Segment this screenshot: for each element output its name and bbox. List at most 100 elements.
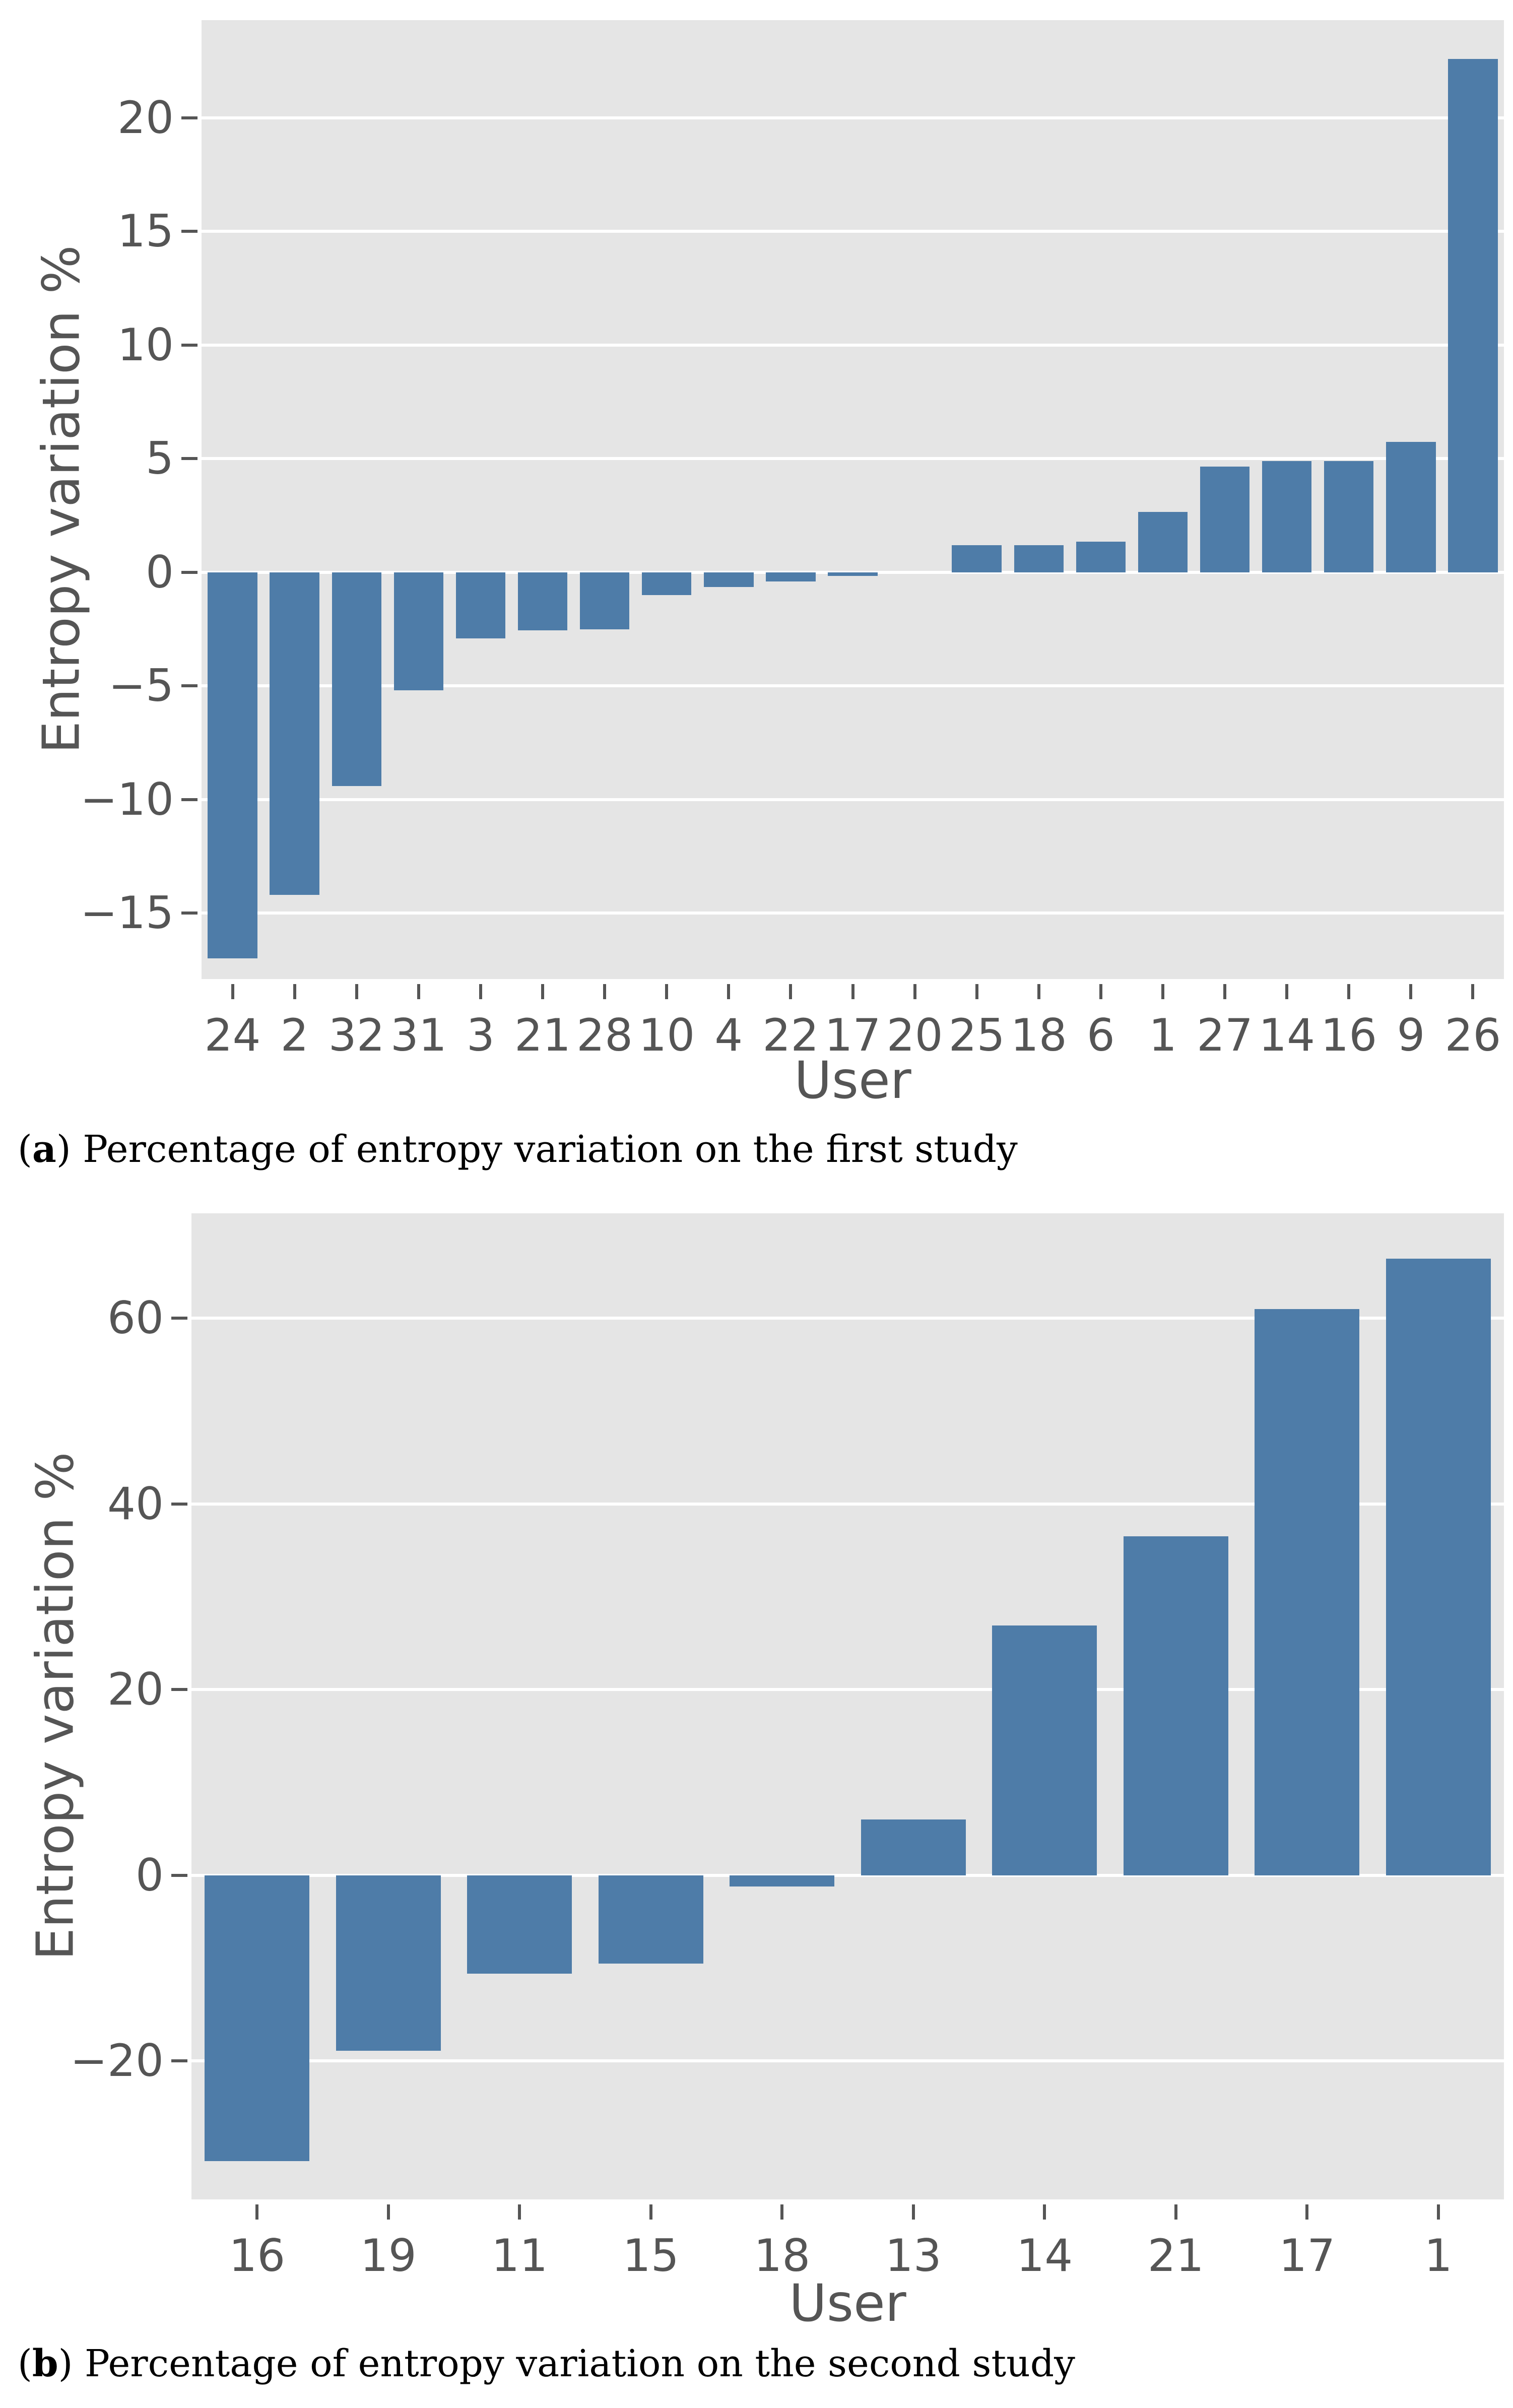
y-tick-0 xyxy=(171,1873,187,1877)
y-tick-20 xyxy=(181,116,198,119)
bar-user-18 xyxy=(1014,545,1064,572)
y-tick-label-20: 20 xyxy=(107,1663,164,1716)
x-tick-9 xyxy=(1409,984,1413,999)
y-tick-20 xyxy=(171,1688,187,1691)
x-tick-label-26: 26 xyxy=(1444,1009,1501,1061)
x-tick-label-16: 16 xyxy=(1321,1009,1377,1061)
chart-b-x-axis-label: User xyxy=(789,2273,906,2333)
x-tick-32 xyxy=(355,984,358,999)
x-tick-17 xyxy=(851,984,854,999)
x-tick-label-1: 1 xyxy=(1424,2230,1453,2282)
caption-a-letter: a xyxy=(32,1128,56,1171)
y-tick--5 xyxy=(181,684,198,688)
bar-user-14 xyxy=(992,1625,1097,1875)
y-tick-label-60: 60 xyxy=(107,1292,164,1344)
bar-user-17 xyxy=(828,572,878,576)
x-tick-label-32: 32 xyxy=(328,1009,385,1061)
y-tick-label-20: 20 xyxy=(117,91,174,144)
bar-user-1 xyxy=(1138,512,1188,572)
y-tick-label-40: 40 xyxy=(107,1477,164,1530)
x-tick-6 xyxy=(1099,984,1102,999)
bar-user-9 xyxy=(1386,441,1436,572)
x-tick-label-3: 3 xyxy=(466,1009,495,1061)
x-tick-27 xyxy=(1223,984,1227,999)
caption-a-close: ) xyxy=(56,1128,83,1171)
y-tick-label--10: −10 xyxy=(80,773,174,825)
chart-a-plot-area xyxy=(202,20,1504,979)
caption-b-close: ) xyxy=(58,2342,85,2385)
x-tick-31 xyxy=(417,984,420,999)
bar-user-32 xyxy=(332,572,381,786)
x-tick-10 xyxy=(665,984,669,999)
x-tick-label-1: 1 xyxy=(1148,1009,1177,1061)
chart-a-x-axis-label: User xyxy=(794,1051,911,1111)
gridline-y10 xyxy=(202,343,1504,347)
x-tick-3 xyxy=(479,984,482,999)
y-tick-5 xyxy=(181,457,198,461)
gridline-y40 xyxy=(191,1502,1504,1506)
bar-user-21 xyxy=(517,572,568,630)
x-tick-label-14: 14 xyxy=(1016,2230,1073,2282)
gridline-y-20 xyxy=(191,2059,1504,2063)
x-tick-label-22: 22 xyxy=(762,1009,819,1061)
x-tick-label-28: 28 xyxy=(576,1009,633,1061)
gridline-y-15 xyxy=(202,912,1504,915)
x-tick-label-19: 19 xyxy=(360,2230,417,2282)
x-tick-label-17: 17 xyxy=(1279,2230,1336,2282)
x-tick-label-10: 10 xyxy=(638,1009,695,1061)
chart-b-plot-area xyxy=(191,1213,1504,2199)
x-tick-24 xyxy=(231,984,234,999)
bar-user-3 xyxy=(455,572,506,638)
x-tick-2 xyxy=(293,984,296,999)
bar-user-16 xyxy=(1324,461,1374,572)
x-tick-14 xyxy=(1285,984,1289,999)
y-tick-label-0: 0 xyxy=(146,546,174,598)
x-tick-1 xyxy=(1436,2204,1440,2220)
x-tick-label-4: 4 xyxy=(714,1009,743,1061)
y-tick-40 xyxy=(171,1502,187,1506)
caption-b: (b) Percentage of entropy variation on t… xyxy=(18,2342,1075,2385)
bar-user-4 xyxy=(704,572,754,588)
x-tick-label-15: 15 xyxy=(622,2230,679,2282)
x-tick-label-6: 6 xyxy=(1086,1009,1115,1061)
bar-user-19 xyxy=(336,1875,441,2051)
gridline-y60 xyxy=(191,1317,1504,1320)
x-tick-20 xyxy=(913,984,916,999)
x-tick-label-24: 24 xyxy=(204,1009,261,1061)
caption-a-text: Percentage of entropy variation on the f… xyxy=(83,1128,1018,1171)
x-tick-label-14: 14 xyxy=(1259,1009,1315,1061)
caption-a-open: ( xyxy=(18,1128,32,1171)
gridline-y20 xyxy=(191,1688,1504,1691)
y-tick-60 xyxy=(171,1317,187,1320)
x-tick-14 xyxy=(1043,2204,1046,2220)
bar-user-22 xyxy=(766,572,816,581)
x-tick-label-27: 27 xyxy=(1197,1009,1254,1061)
x-tick-18 xyxy=(780,2204,784,2220)
bar-user-14 xyxy=(1262,461,1312,572)
caption-b-letter: b xyxy=(32,2342,58,2385)
x-tick-label-21: 21 xyxy=(514,1009,571,1061)
bar-user-15 xyxy=(598,1875,703,1964)
y-tick--20 xyxy=(171,2059,187,2063)
bar-user-26 xyxy=(1448,58,1498,572)
y-tick-label--5: −5 xyxy=(108,660,174,712)
y-tick-label-5: 5 xyxy=(146,432,174,485)
bar-user-11 xyxy=(467,1875,572,1974)
bar-user-2 xyxy=(270,572,319,895)
bar-user-6 xyxy=(1076,541,1126,572)
x-tick-16 xyxy=(1347,984,1351,999)
bar-user-27 xyxy=(1200,467,1250,572)
x-tick-label-18: 18 xyxy=(754,2230,811,2282)
gridline-y-5 xyxy=(202,684,1504,688)
y-tick--10 xyxy=(181,798,198,801)
x-tick-13 xyxy=(911,2204,915,2220)
bar-user-17 xyxy=(1255,1309,1360,1875)
y-tick-15 xyxy=(181,230,198,233)
x-tick-label-13: 13 xyxy=(885,2230,942,2282)
bar-user-18 xyxy=(730,1875,835,1886)
gridline-y20 xyxy=(202,116,1504,119)
x-tick-18 xyxy=(1037,984,1040,999)
